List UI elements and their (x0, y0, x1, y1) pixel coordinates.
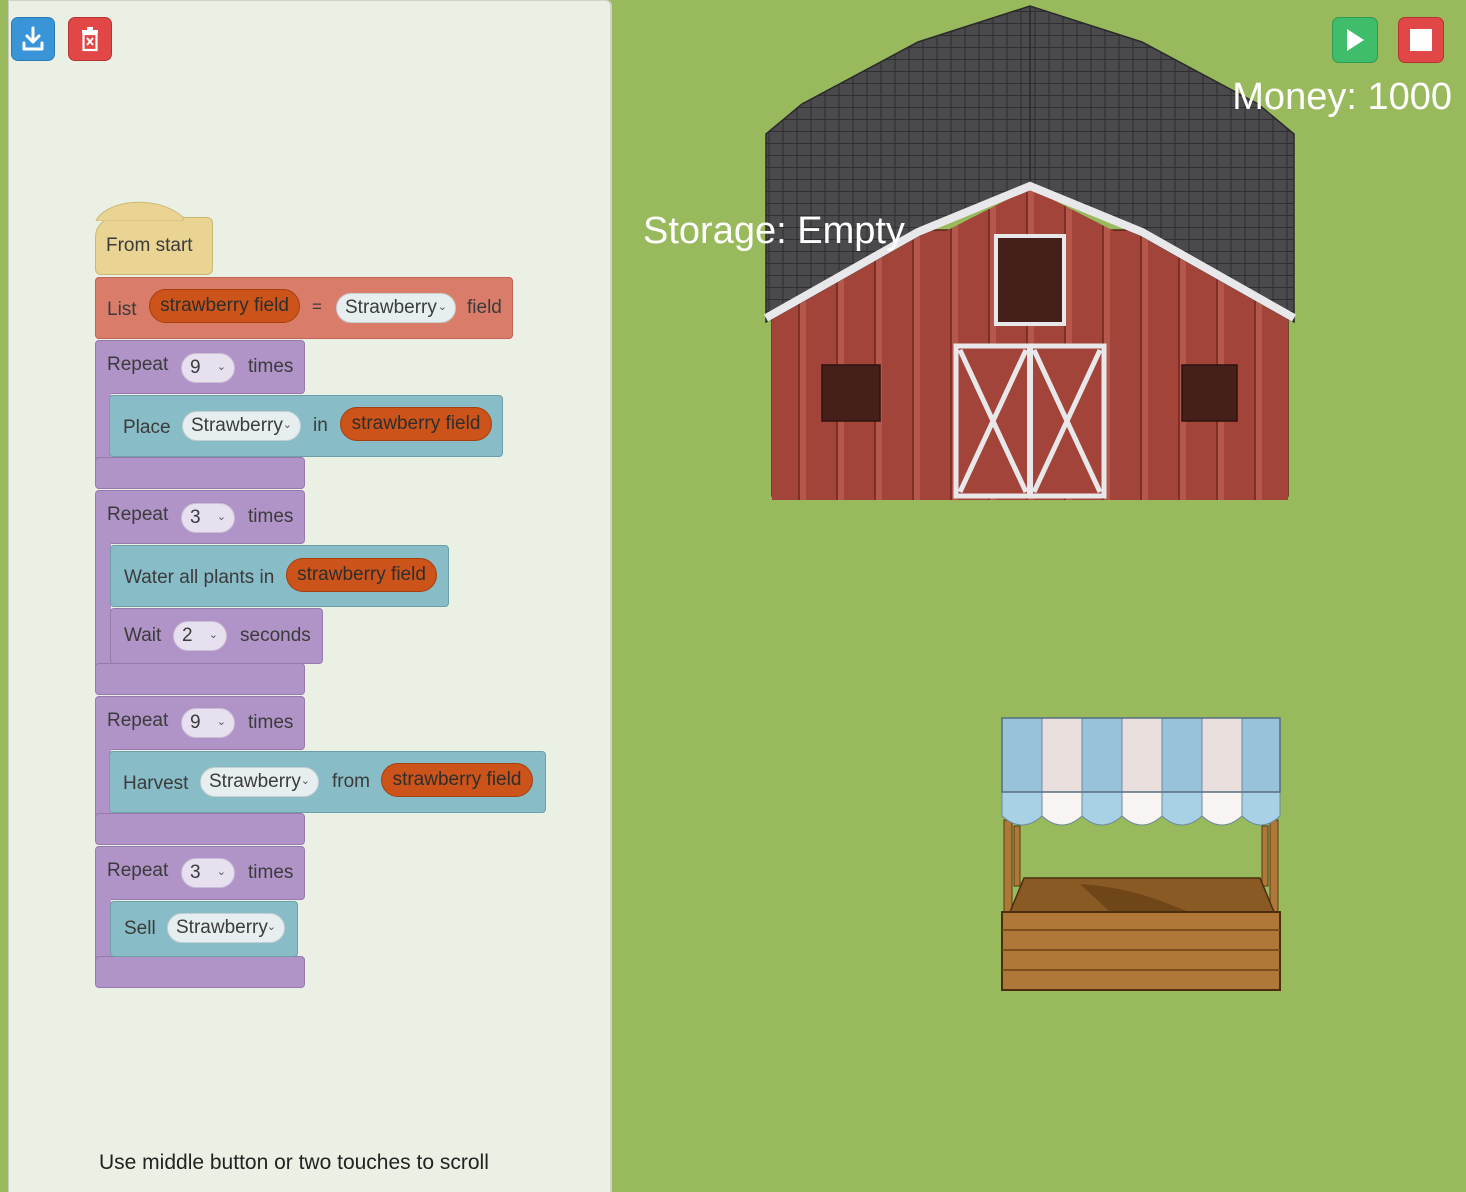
chevron-down-icon: ⌄ (216, 866, 226, 878)
repeat-suffix: times (248, 712, 294, 733)
chevron-down-icon: ⌄ (216, 361, 226, 373)
repeat-bottom (95, 956, 305, 988)
repeat-count-value: 3 (190, 507, 201, 528)
delete-all-button[interactable] (68, 17, 112, 61)
sell-label: Sell (124, 918, 156, 939)
list-crop-value: Strawberry (345, 297, 437, 318)
repeat-suffix: times (248, 506, 294, 527)
repeat-suffix: times (248, 862, 294, 883)
run-button[interactable] (1332, 17, 1378, 63)
money-display: Money: 1000 (1232, 76, 1452, 118)
repeat-count-dropdown[interactable]: 9 ⌄ (181, 708, 235, 738)
storage-value: Empty (797, 210, 905, 252)
sell-crop-dropdown[interactable]: Strawberry ⌄ (167, 913, 285, 943)
repeat-count-dropdown[interactable]: 3 ⌄ (181, 503, 235, 533)
repeat-count-dropdown[interactable]: 3 ⌄ (181, 858, 235, 888)
chevron-down-icon: ⌄ (216, 511, 226, 523)
repeat-count-value: 9 (190, 357, 201, 378)
wait-suffix: seconds (240, 625, 311, 646)
hat-cap (95, 201, 184, 221)
wait-count-dropdown[interactable]: 2 ⌄ (173, 621, 227, 651)
game-canvas: Storage: Empty Money: 1000 (614, 0, 1466, 1192)
place-var-pill[interactable]: strawberry field (340, 407, 492, 441)
download-icon (22, 26, 44, 51)
repeat-bottom (95, 663, 305, 695)
harvest-var-pill[interactable]: strawberry field (381, 763, 533, 797)
place-crop-value: Strawberry (191, 415, 283, 436)
storage-display: Storage: Empty (643, 210, 905, 253)
water-label: Water all plants in (124, 567, 275, 588)
repeat-label: Repeat (107, 354, 169, 375)
repeat-count-dropdown[interactable]: 9 ⌄ (181, 353, 235, 383)
place-label: Place (123, 417, 171, 438)
list-crop-dropdown[interactable]: Strawberry ⌄ (336, 293, 456, 323)
storage-label: Storage: (643, 210, 787, 252)
list-label: List (107, 299, 137, 320)
market-stall[interactable] (1000, 716, 1284, 994)
repeat-suffix: times (248, 356, 294, 377)
wait-count-value: 2 (182, 625, 193, 646)
water-var-pill[interactable]: strawberry field (286, 558, 437, 592)
chevron-down-icon: ⌄ (266, 921, 276, 933)
repeat-arm (95, 897, 111, 961)
blockly-workspace[interactable]: From start List strawberry field = Straw… (8, 0, 612, 1192)
play-icon (1347, 29, 1364, 51)
repeat-arm (95, 541, 111, 667)
barn[interactable] (762, 0, 1298, 500)
repeat-bottom (95, 457, 305, 489)
stop-button[interactable] (1398, 17, 1444, 63)
harvest-label: Harvest (123, 773, 189, 794)
repeat-label: Repeat (107, 860, 169, 881)
water-block[interactable]: Water all plants in (110, 545, 449, 607)
repeat-bottom (95, 813, 305, 845)
list-suffix: field (467, 297, 502, 318)
repeat-arm (95, 747, 111, 817)
harvest-from-label: from (332, 771, 370, 792)
place-in-label: in (313, 415, 328, 436)
trash-icon (82, 27, 98, 52)
place-crop-dropdown[interactable]: Strawberry ⌄ (182, 411, 301, 441)
stop-icon (1410, 29, 1432, 51)
equals-sign: = (312, 297, 322, 316)
chevron-down-icon: ⌄ (216, 716, 226, 728)
list-var-pill[interactable]: strawberry field (149, 289, 300, 323)
chevron-down-icon: ⌄ (437, 301, 447, 313)
chevron-down-icon: ⌄ (282, 419, 292, 431)
from-start-label: From start (106, 235, 193, 256)
repeat-arm (95, 391, 111, 461)
chevron-down-icon: ⌄ (208, 629, 218, 641)
repeat-label: Repeat (107, 710, 169, 731)
repeat-label: Repeat (107, 504, 169, 525)
repeat-count-value: 9 (190, 712, 201, 733)
repeat-count-value: 3 (190, 862, 201, 883)
harvest-crop-dropdown[interactable]: Strawberry ⌄ (200, 767, 319, 797)
scroll-hint: Use middle button or two touches to scro… (99, 1151, 489, 1174)
download-button[interactable] (11, 17, 55, 61)
chevron-down-icon: ⌄ (300, 775, 310, 787)
sell-crop-value: Strawberry (176, 917, 268, 938)
from-start-block[interactable]: From start (95, 217, 213, 275)
harvest-crop-value: Strawberry (209, 771, 301, 792)
wait-label: Wait (124, 625, 162, 646)
